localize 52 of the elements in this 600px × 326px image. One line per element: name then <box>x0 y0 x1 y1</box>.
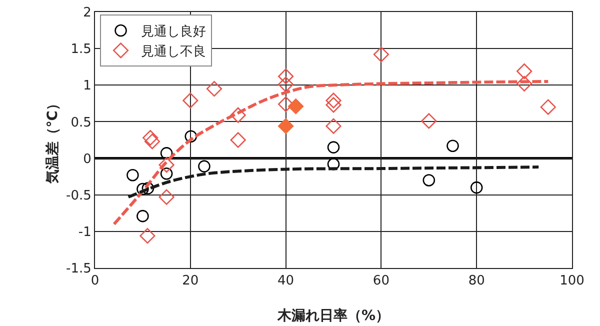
point <box>278 68 294 84</box>
point <box>326 118 342 134</box>
point <box>160 147 173 160</box>
y-tick-label: 0.5 <box>70 115 92 130</box>
x-tick-label: 100 <box>560 274 584 289</box>
point <box>326 92 342 108</box>
point <box>278 118 294 134</box>
x-tick-label: 40 <box>278 274 294 289</box>
point <box>288 98 304 114</box>
point <box>160 168 173 180</box>
y-tick-label: -0.5 <box>66 188 92 204</box>
x-tick-label: 60 <box>372 274 390 289</box>
point <box>470 181 483 194</box>
point <box>516 63 532 80</box>
point <box>158 157 174 173</box>
y-axis-title: 気温差（℃） <box>45 96 61 184</box>
point <box>421 113 437 129</box>
point <box>230 107 246 123</box>
point <box>142 182 154 194</box>
point <box>198 160 210 172</box>
y-tick-label: 0 <box>83 152 92 167</box>
point <box>206 81 222 97</box>
point <box>136 182 149 196</box>
legend-label: 見通し不良 <box>140 44 206 60</box>
point <box>326 97 342 113</box>
legend-label: 見通し良好 <box>140 24 206 40</box>
point <box>373 46 389 62</box>
x-tick-label: 20 <box>182 274 199 289</box>
point <box>327 158 340 170</box>
x-tick-label: 80 <box>468 274 485 289</box>
point <box>144 134 160 150</box>
point <box>516 76 532 92</box>
point <box>327 141 340 154</box>
point <box>184 130 198 142</box>
point <box>230 132 246 148</box>
y-tick-label: -1.5 <box>66 262 92 277</box>
point <box>278 96 294 112</box>
point <box>182 92 198 108</box>
point <box>142 130 158 146</box>
point <box>540 99 556 115</box>
point <box>126 168 139 182</box>
point <box>422 174 436 186</box>
y-tick-label: 2 <box>83 6 92 21</box>
y-tick-label: 1.5 <box>70 42 92 58</box>
y-tick-label: 1 <box>83 78 92 94</box>
point <box>446 140 459 152</box>
y-tick-label: -1 <box>78 224 92 240</box>
point <box>158 189 174 205</box>
point <box>136 210 149 222</box>
x-axis-title: 木漏れ日率（%） <box>276 307 390 324</box>
point <box>278 76 294 92</box>
point <box>140 228 156 244</box>
